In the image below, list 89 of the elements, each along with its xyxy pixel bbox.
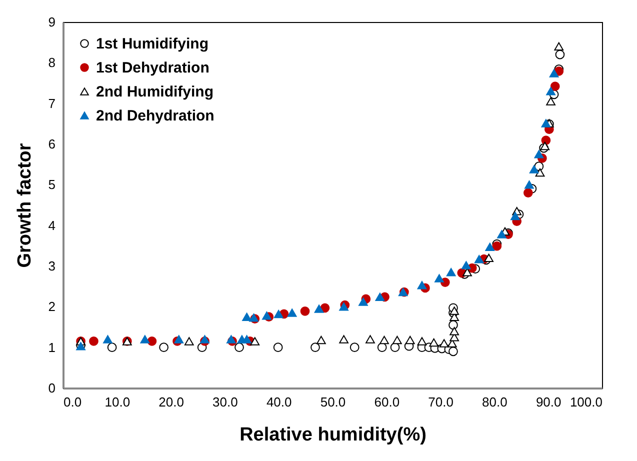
y-tick-label: 7 (48, 96, 56, 111)
x-tick-label: 80.0 (482, 394, 508, 410)
point (524, 180, 534, 189)
point (200, 335, 210, 344)
x-tick-label: 30.0 (212, 394, 238, 410)
point (554, 42, 564, 51)
point (546, 87, 556, 96)
point (541, 119, 551, 128)
y-tick-label: 5 (48, 177, 56, 192)
point (417, 337, 427, 346)
point (242, 312, 252, 321)
point (350, 342, 360, 352)
legend-label: 1st Humidifying (96, 36, 209, 52)
legend-label: 2nd Dehydration (96, 108, 214, 124)
point (358, 298, 368, 306)
x-tick-label: 40.0 (266, 394, 292, 410)
point (287, 308, 297, 317)
point (448, 346, 458, 356)
point (485, 242, 495, 252)
point (174, 335, 184, 344)
point (159, 342, 168, 352)
point (405, 336, 415, 344)
point (429, 338, 439, 347)
x-tick-label: 50.0 (320, 394, 346, 410)
point (390, 342, 400, 352)
point (555, 50, 565, 60)
y-tick-label: 8 (48, 55, 56, 70)
point (316, 336, 326, 344)
point (434, 274, 444, 282)
x-tick-label: 20.0 (158, 394, 184, 410)
point (450, 326, 459, 336)
point (510, 212, 520, 220)
point (300, 306, 310, 316)
y-tick-label: 1 (48, 340, 56, 355)
point (546, 97, 556, 106)
point (523, 188, 533, 198)
point (89, 336, 98, 346)
y-tick-label: 9 (48, 14, 56, 30)
x-tick-label: 0.0 (64, 394, 82, 410)
x-axis-title: Relative humidity(%) (240, 424, 426, 446)
point (234, 342, 244, 352)
point (446, 268, 456, 276)
point (262, 311, 272, 320)
point (540, 142, 550, 150)
y-tick-label: 6 (48, 136, 56, 152)
legend-label: 1st Dehydration (96, 60, 210, 76)
point (366, 335, 375, 344)
y-tick-label: 4 (48, 218, 56, 233)
point (461, 261, 471, 270)
point (273, 342, 283, 352)
x-tick-label: 100.0 (570, 394, 602, 410)
point (250, 337, 260, 346)
point (535, 168, 545, 177)
point (339, 335, 348, 344)
point (497, 230, 506, 238)
point (439, 339, 449, 348)
point (103, 335, 112, 344)
point (140, 335, 150, 344)
point (450, 306, 459, 315)
point (107, 342, 117, 352)
point (339, 302, 348, 311)
point (484, 254, 494, 262)
point (549, 69, 559, 78)
point (147, 336, 157, 346)
point (320, 303, 330, 313)
point (529, 165, 539, 174)
point (377, 342, 387, 352)
x-tick-label: 90.0 (536, 394, 562, 410)
point (242, 335, 252, 344)
point (314, 304, 324, 313)
point (226, 335, 236, 344)
x-tick-label: 10.0 (104, 394, 130, 410)
point (310, 342, 320, 352)
x-tick-label: 70.0 (428, 394, 454, 410)
y-tick-label: 0 (48, 380, 56, 396)
point (184, 337, 194, 346)
point (534, 150, 544, 158)
point (380, 336, 389, 344)
point (392, 336, 402, 344)
x-tick-label: 60.0 (374, 394, 400, 410)
legend-label: 2nd Humidifying (96, 84, 214, 100)
point (474, 254, 484, 264)
y-tick-label: 2 (48, 299, 56, 314)
y-tick-label: 3 (48, 258, 56, 274)
point (274, 310, 284, 318)
point (550, 82, 560, 91)
point (417, 280, 427, 290)
y-axis-title: Growth factor (14, 142, 36, 268)
point (375, 292, 385, 302)
